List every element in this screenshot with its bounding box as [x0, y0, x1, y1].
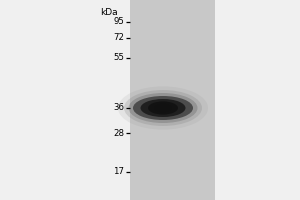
Ellipse shape — [128, 93, 197, 123]
Text: 72: 72 — [113, 33, 124, 43]
Bar — [215, 0, 300, 200]
Ellipse shape — [140, 99, 185, 117]
Ellipse shape — [154, 104, 171, 112]
Text: 17: 17 — [113, 168, 124, 176]
Text: 36: 36 — [113, 104, 124, 112]
Text: 28: 28 — [113, 129, 124, 138]
Bar — [130, 0, 215, 200]
Ellipse shape — [133, 96, 193, 120]
Text: kDa: kDa — [100, 8, 118, 17]
Bar — [0, 0, 130, 200]
Ellipse shape — [118, 86, 208, 130]
Text: 95: 95 — [113, 18, 124, 26]
Ellipse shape — [124, 90, 202, 126]
Text: 55: 55 — [113, 53, 124, 62]
Ellipse shape — [148, 101, 178, 115]
